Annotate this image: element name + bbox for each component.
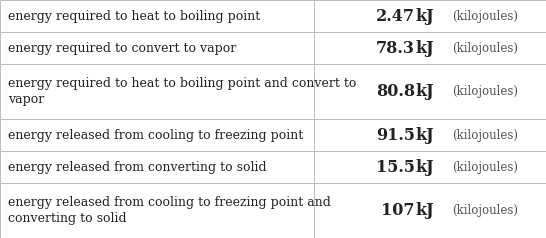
Text: energy released from cooling to freezing point and
converting to solid: energy released from cooling to freezing… — [8, 196, 331, 225]
Text: energy released from converting to solid: energy released from converting to solid — [8, 161, 267, 174]
Text: energy required to heat to boiling point: energy required to heat to boiling point — [8, 10, 260, 23]
Text: (kilojoules): (kilojoules) — [452, 161, 518, 174]
Text: kJ: kJ — [416, 127, 434, 144]
Text: (kilojoules): (kilojoules) — [452, 85, 518, 98]
Text: kJ: kJ — [416, 83, 434, 100]
Text: 15.5: 15.5 — [376, 159, 415, 176]
Text: kJ: kJ — [416, 40, 434, 57]
Text: kJ: kJ — [416, 202, 434, 219]
Text: (kilojoules): (kilojoules) — [452, 42, 518, 55]
Text: kJ: kJ — [416, 159, 434, 176]
Text: (kilojoules): (kilojoules) — [452, 10, 518, 23]
Text: kJ: kJ — [416, 8, 434, 25]
Text: (kilojoules): (kilojoules) — [452, 204, 518, 217]
Text: (kilojoules): (kilojoules) — [452, 129, 518, 142]
Text: energy required to convert to vapor: energy required to convert to vapor — [8, 42, 236, 55]
Text: 107: 107 — [382, 202, 415, 219]
Text: 80.8: 80.8 — [376, 83, 415, 100]
Text: energy released from cooling to freezing point: energy released from cooling to freezing… — [8, 129, 304, 142]
Text: 2.47: 2.47 — [376, 8, 415, 25]
Text: 78.3: 78.3 — [376, 40, 415, 57]
Text: 91.5: 91.5 — [376, 127, 415, 144]
Text: energy required to heat to boiling point and convert to
vapor: energy required to heat to boiling point… — [8, 77, 357, 106]
